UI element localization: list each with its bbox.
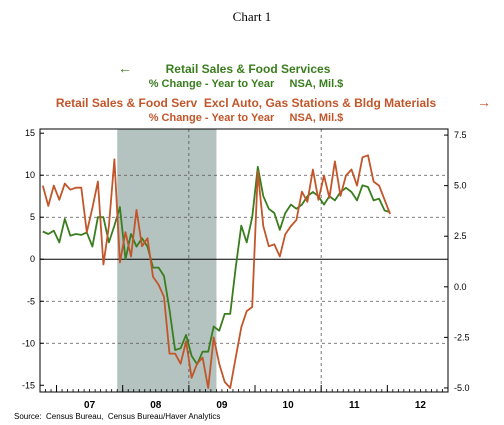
chart-title: Chart 1 bbox=[233, 9, 272, 24]
y-right-tick-label: -2.5 bbox=[454, 332, 470, 342]
x-tick-label: 12 bbox=[415, 400, 427, 411]
y-left-tick-label: 15 bbox=[25, 128, 35, 138]
y-right-tick-label: 0.0 bbox=[454, 282, 467, 292]
source-note: Source: Census Bureau, Census Bureau/Hav… bbox=[14, 412, 220, 421]
legend-series-2: Retail Sales & Food Serv Excl Auto, Gas … bbox=[56, 94, 491, 124]
x-tick-label: 11 bbox=[349, 400, 360, 411]
plot-frame bbox=[39, 128, 449, 393]
legend-series-2-name: Retail Sales & Food Serv Excl Auto, Gas … bbox=[56, 96, 437, 110]
x-tick-label: 10 bbox=[283, 400, 295, 411]
x-tick-label: 09 bbox=[216, 400, 228, 411]
x-tick-label: 08 bbox=[150, 400, 162, 411]
x-tick-label: 07 bbox=[84, 400, 96, 411]
y-left-tick-label: 5 bbox=[30, 212, 35, 222]
y-right-tick-label: -5.0 bbox=[454, 383, 470, 393]
y-left-tick-label: -5 bbox=[27, 296, 35, 306]
legend-series-1: ← Retail Sales & Food Services % Change … bbox=[118, 60, 343, 90]
y-left-tick-label: -15 bbox=[22, 380, 35, 390]
y-left-tick-label: -10 bbox=[22, 338, 35, 348]
y-left-tick-label: 10 bbox=[25, 170, 35, 180]
series-line-2 bbox=[41, 154, 391, 389]
legend-series-1-arrow: ← bbox=[118, 60, 132, 76]
legend-series-1-sub: % Change - Year to Year NSA, Mil.$ bbox=[149, 78, 344, 90]
legend-series-2-arrow: → bbox=[477, 94, 491, 110]
recession-shading bbox=[117, 129, 217, 392]
legend-series-1-name: Retail Sales & Food Services bbox=[166, 62, 331, 76]
y-right-tick-label: 2.5 bbox=[454, 231, 467, 241]
plot-area: 15 10 5 0 -5 -10 -15 7.5 5.0 2.5 0.0 -2.5 -5.0 07 08 09… bbox=[22, 128, 470, 411]
legend-series-2-sub: % Change - Year to Year NSA, Mil.$ bbox=[149, 112, 344, 124]
y-right-tick-label: 5.0 bbox=[454, 181, 467, 191]
y-left-tick-label: 0 bbox=[30, 254, 35, 264]
y-right-tick-label: 7.5 bbox=[454, 130, 467, 140]
